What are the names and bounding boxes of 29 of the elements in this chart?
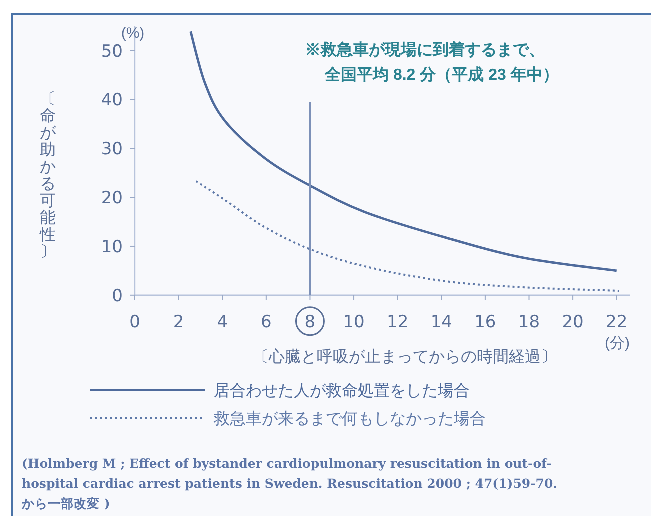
x-tick-label: 14 [430,312,452,332]
y-tick-label: 40 [101,90,123,111]
x-tick-label: 20 [562,312,584,332]
text: 〔命が助かる可能性〕 [40,91,56,261]
y-tick-label: 50 [101,42,123,62]
y-tick-label: 30 [101,140,123,160]
x-tick-label: 8 [304,312,316,332]
x-tick-label: 10 [343,312,365,332]
x-tick-label: 16 [474,312,496,332]
line-series [190,30,618,272]
y-tick-label: 10 [101,237,123,258]
text: (分) [605,335,630,352]
text: 居合わせた人が救命処置をした場合 [214,382,470,400]
x-tick-label: 4 [217,312,228,332]
annotation: (%) [121,25,145,42]
text: 救急車が来るまで何もしなかった場合 [213,410,486,428]
x-axis-title: 〔心臓と呼吸が止まってからの時間経過〕 [253,348,557,366]
x-tick-label: 18 [518,312,540,332]
y-tick-label: 20 [101,188,123,209]
x-tick-label: 2 [173,312,184,332]
y-tick-label: 0 [112,286,123,306]
text: (Holmberg M ; Effect of bystander cardiopulmonary resuscitation in out-of- hospital cardiac arrest patients in Sweden. Resuscitation 2000 ; 47(1)59-70. から一部改変 ) [21,456,558,511]
line-series [195,180,620,292]
annotation: ※救急車が現場に到着するまで、 [305,40,545,59]
x-tick-label: 6 [261,312,272,332]
annotation: 全国平均 8.2 分（平成 23 年中） [324,66,559,84]
x-tick-label: 0 [130,312,140,332]
x-tick-label: 22 [606,312,628,332]
x-tick-label: 12 [387,312,409,332]
